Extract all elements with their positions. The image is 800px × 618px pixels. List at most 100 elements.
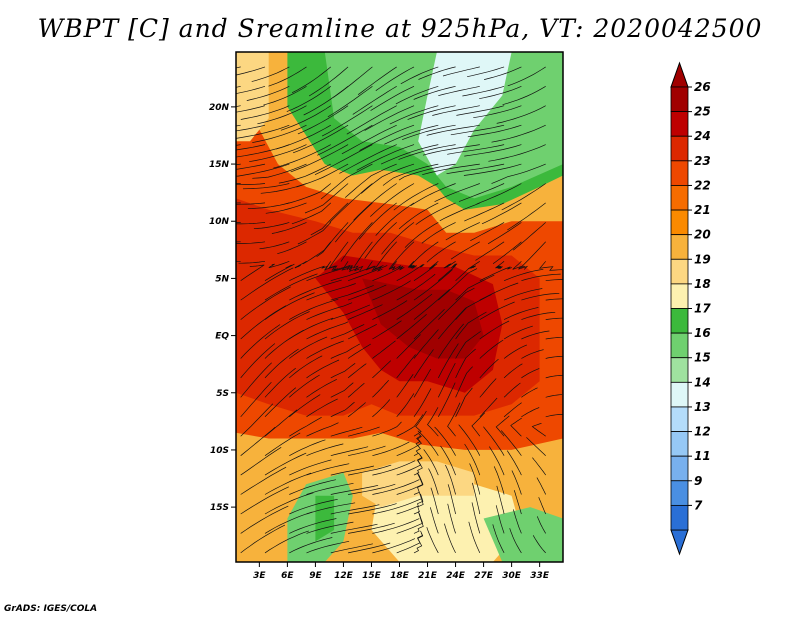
streamline-99 <box>427 407 439 437</box>
streamline-2 <box>289 537 333 554</box>
streamline-169 <box>330 324 365 340</box>
streamline-376 <box>236 66 266 76</box>
streamline-239 <box>538 261 563 271</box>
streamline-11 <box>468 521 481 554</box>
streamline-185 <box>347 304 383 320</box>
streamline-30 <box>240 486 289 515</box>
streamline-21 <box>372 518 420 534</box>
streamline-318 <box>249 144 307 163</box>
streamline-144 <box>437 343 459 379</box>
streamline-170 <box>347 323 377 340</box>
streamline-125 <box>347 382 365 398</box>
streamline-83 <box>413 433 422 457</box>
streamline-374 <box>502 85 546 106</box>
streamline-168 <box>306 321 349 340</box>
y-tick-label: 5S <box>216 389 229 399</box>
streamline-218 <box>413 263 438 281</box>
colorbar-swatch <box>670 135 689 162</box>
streamline-109 <box>330 401 355 418</box>
streamline-372 <box>462 85 505 97</box>
streamline-276 <box>335 202 373 243</box>
streamline-355 <box>407 105 456 120</box>
streamline-29 <box>536 516 546 534</box>
streamline-24 <box>429 507 439 534</box>
streamline-69 <box>423 449 439 476</box>
streamline-269 <box>512 222 546 251</box>
streamline-291 <box>329 183 373 223</box>
streamline-187 <box>396 293 433 320</box>
streamline-266 <box>445 222 480 241</box>
streamline-356 <box>432 105 480 116</box>
streamline-285 <box>236 183 241 184</box>
streamline-107 <box>289 394 321 418</box>
streamline-217 <box>396 263 425 282</box>
streamline-377 <box>251 66 290 82</box>
streamline-267 <box>470 222 505 242</box>
colorbar-label: 9 <box>694 474 702 488</box>
streamline-137 <box>289 355 323 379</box>
colorbar-label: 20 <box>694 228 711 242</box>
streamline-96 <box>372 421 402 437</box>
streamline-298 <box>476 183 522 205</box>
streamline-52 <box>396 474 424 495</box>
y-tick-label: 10S <box>210 446 229 456</box>
streamline-108 <box>306 398 338 418</box>
streamline-389 <box>507 66 546 87</box>
streamline-90 <box>240 403 274 437</box>
streamline-260 <box>316 222 349 257</box>
streamline-39 <box>430 487 439 515</box>
colorbar-label: 18 <box>694 277 711 291</box>
streamline-334 <box>275 124 331 150</box>
streamline-382 <box>357 66 397 95</box>
streamline-76 <box>264 432 301 456</box>
streamline-330 <box>236 124 241 127</box>
streamline-147 <box>503 363 523 379</box>
streamline-274 <box>291 202 332 225</box>
streamline-363 <box>263 85 307 106</box>
streamline-262 <box>364 222 397 259</box>
streamline-305 <box>296 163 349 188</box>
streamline-335 <box>292 124 349 154</box>
streamline-180 <box>240 286 291 320</box>
streamline-103 <box>510 417 522 437</box>
streamline-88 <box>500 430 522 456</box>
streamline-186 <box>372 300 408 320</box>
streamline-34 <box>330 504 380 515</box>
y-tick-label: 15S <box>210 503 229 513</box>
streamline-110 <box>347 402 366 418</box>
streamline-175 <box>455 311 487 340</box>
streamline-136 <box>264 348 299 379</box>
x-tick-label: 6E <box>281 571 294 581</box>
streamline-63 <box>306 463 350 476</box>
streamline-17 <box>289 518 337 534</box>
streamline-371 <box>438 85 480 97</box>
streamline-297 <box>458 183 505 202</box>
streamline-227 <box>268 260 290 268</box>
streamline-131 <box>479 378 497 398</box>
colorbar-label: 15 <box>694 351 711 365</box>
streamline-264 <box>404 222 439 248</box>
streamline-362 <box>246 85 290 101</box>
y-tick-label: 20N <box>209 103 230 113</box>
streamline-85 <box>434 426 456 456</box>
streamline-66 <box>372 460 416 476</box>
streamline-153 <box>306 340 344 359</box>
streamline-387 <box>467 66 505 78</box>
streamline-163 <box>521 349 544 359</box>
streamline-341 <box>426 124 480 136</box>
streamline-178 <box>521 330 550 340</box>
streamline-231 <box>365 261 383 272</box>
streamline-89 <box>526 437 546 456</box>
colorbar-label: 23 <box>694 154 711 168</box>
streamline-97 <box>396 414 424 437</box>
y-axis: 20N 15N 10N 5N EQ 5S 10S 15S <box>209 103 236 513</box>
streamline-112 <box>396 393 415 418</box>
streamline-368 <box>370 85 415 111</box>
streamline-148 <box>521 368 540 379</box>
streamline-245 <box>328 241 349 271</box>
weather-map: 3E 6E 9E 12E 15E 18E 21E 24E 27E 30E 33E 20N 15N 10N… <box>209 51 711 581</box>
streamline-253 <box>492 241 522 264</box>
colorbar-swatch <box>670 234 689 260</box>
streamline-287 <box>242 183 290 190</box>
colorbar-label: 13 <box>694 400 711 414</box>
